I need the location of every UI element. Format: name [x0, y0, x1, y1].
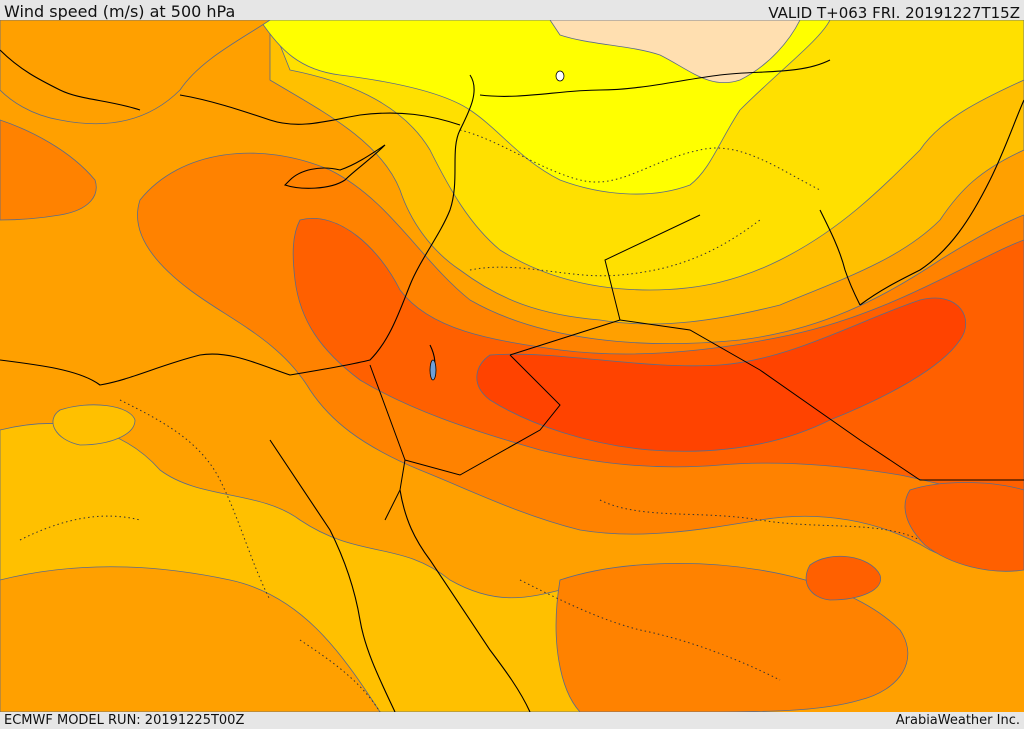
- field-sw-light: [52, 404, 136, 446]
- credit: ArabiaWeather Inc.: [895, 713, 1020, 728]
- field-nw-light: [0, 20, 271, 125]
- footer-bar: ECMWF MODEL RUN: 20191225T00Z ArabiaWeat…: [0, 712, 1024, 729]
- map-svg: [0, 20, 1024, 712]
- lake-west: [555, 70, 565, 82]
- field-se-stronger-patch: [805, 555, 881, 601]
- field-south-orange: [0, 566, 381, 712]
- header-bar: Wind speed (m/s) at 500 hPa VALID T+063 …: [0, 0, 1024, 22]
- model-run: ECMWF MODEL RUN: 20191225T00Z: [4, 713, 245, 728]
- field-jet-core: [476, 297, 966, 452]
- field-west-strong: [0, 119, 97, 221]
- field-north-pale: [549, 20, 801, 84]
- dotted-borders: [19, 129, 921, 712]
- wind-speed-map[interactable]: [0, 20, 1024, 712]
- lake-small: [429, 359, 437, 381]
- map-title: Wind speed (m/s) at 500 hPa: [4, 2, 236, 21]
- valid-time: VALID T+063 FRI. 20191227T15Z: [768, 4, 1020, 22]
- field-se-strong: [555, 563, 909, 712]
- field-east-stronger: [904, 482, 1024, 572]
- country-borders: [369, 214, 1024, 521]
